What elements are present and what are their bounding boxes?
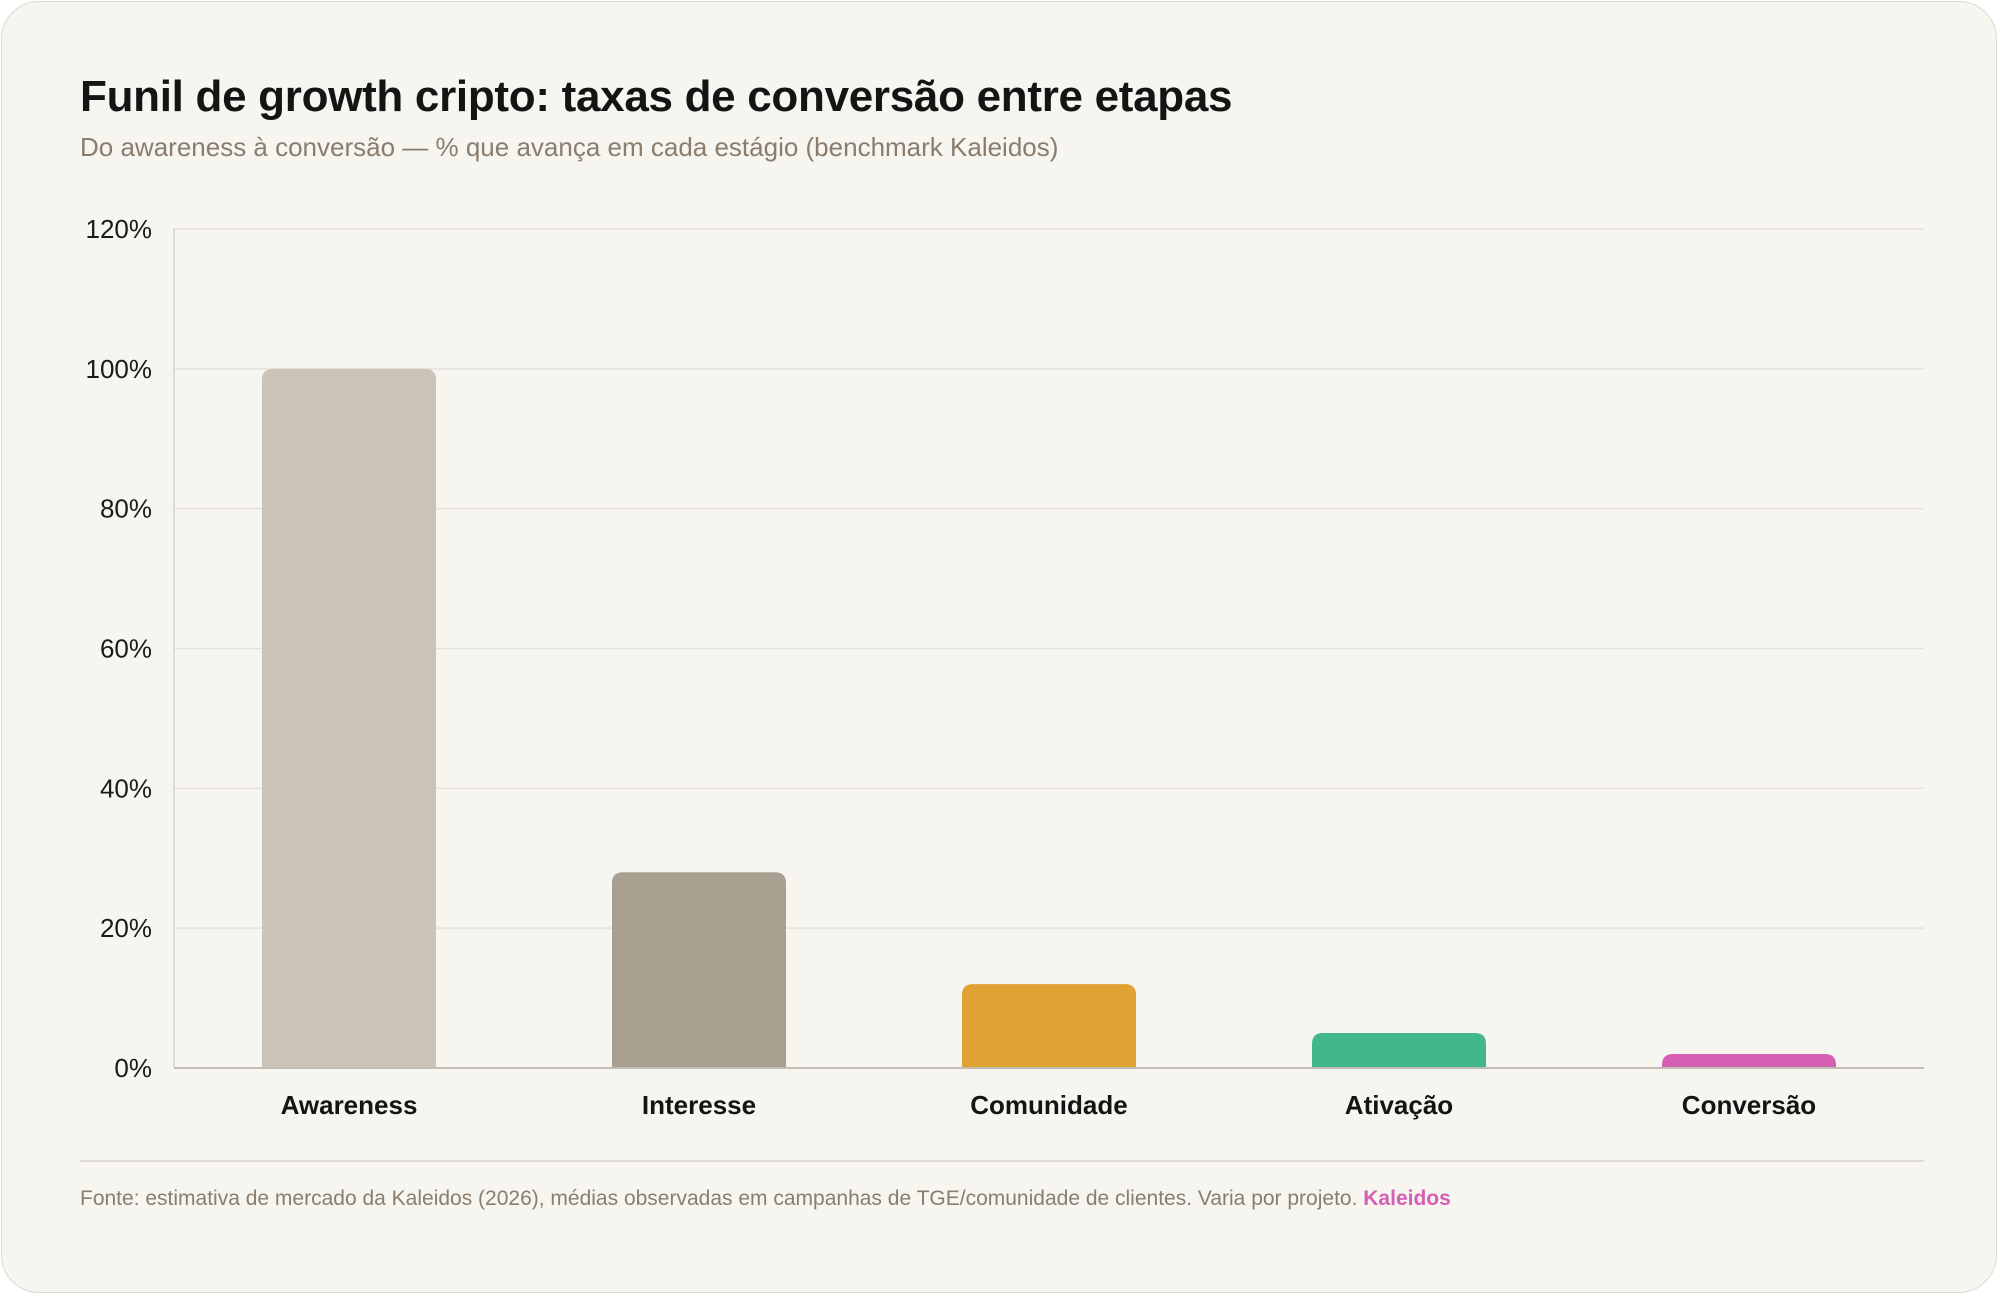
gridlines — [174, 228, 1924, 929]
brand-link[interactable]: Kaleidos — [1363, 1187, 1451, 1210]
chart-subtitle: Do awareness à conversão — % que avança … — [80, 132, 1059, 162]
x-tick-label: Conversão — [1682, 1090, 1816, 1120]
chart-title: Funil de growth cripto: taxas de convers… — [80, 72, 1233, 121]
y-tick-label: 20% — [100, 913, 152, 943]
x-tick-label: Ativação — [1345, 1090, 1453, 1120]
y-tick-label: 60% — [100, 634, 152, 664]
y-tick-label: 100% — [86, 354, 153, 384]
x-axis-ticks: Awareness Interesse Comunidade Ativação Conv… — [281, 1090, 1817, 1120]
bar-conversão — [1662, 1054, 1836, 1068]
bar-ativação — [1312, 1033, 1486, 1068]
bar-chart: 0% 20% 40% 60% 80% 100% 120% Awareness Interess… — [86, 214, 1924, 1120]
y-tick-label: 0% — [114, 1053, 152, 1083]
y-tick-label: 80% — [100, 494, 152, 524]
x-tick-label: Interesse — [642, 1090, 756, 1120]
x-tick-label: Awareness — [281, 1090, 418, 1120]
source-note: Fonte: estimativa de mercado da Kaleidos… — [80, 1187, 1451, 1211]
bar-comunidade — [962, 984, 1136, 1068]
bars — [262, 368, 1836, 1068]
y-axis-ticks: 0% 20% 40% 60% 80% 100% 120% — [86, 214, 153, 1083]
y-tick-label: 40% — [100, 773, 152, 803]
bar-awareness — [262, 368, 436, 1068]
x-tick-label: Comunidade — [970, 1090, 1127, 1120]
axes — [173, 229, 1924, 1069]
y-tick-label: 120% — [86, 214, 153, 244]
source-text: Fonte: estimativa de mercado da Kaleidos… — [80, 1187, 1358, 1210]
footer-divider — [80, 1160, 1924, 1162]
bar-interesse — [612, 872, 786, 1068]
